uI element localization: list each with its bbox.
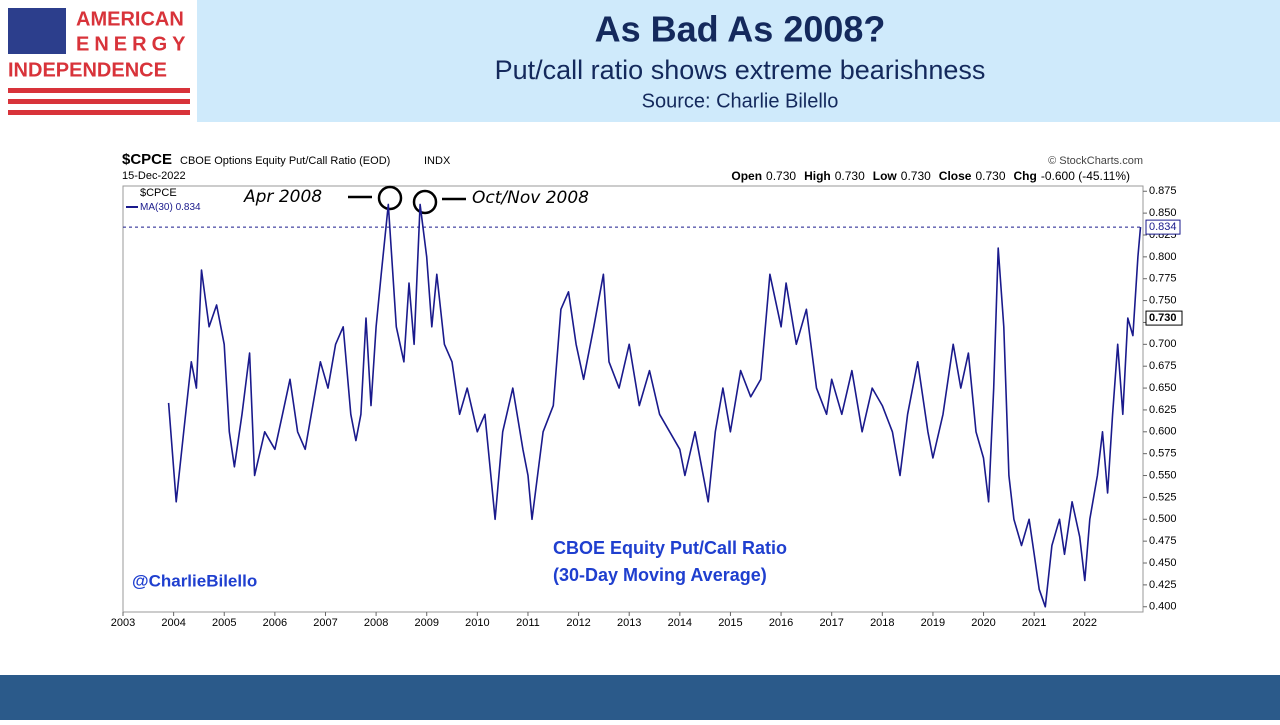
x-tick-label: 2003	[111, 617, 135, 629]
x-tick-label: 2018	[870, 617, 894, 629]
close-label: 0.730	[1149, 312, 1177, 324]
y-tick-label: 0.675	[1149, 360, 1177, 372]
credit: © StockCharts.com	[1048, 155, 1143, 167]
x-tick-label: 2006	[263, 617, 287, 629]
slide-subtitle: Put/call ratio shows extreme bearishness	[495, 55, 986, 85]
slide-source: Source: Charlie Bilello	[642, 90, 839, 112]
y-tick-label: 0.450	[1149, 557, 1177, 569]
footer-band	[0, 675, 1280, 720]
last-value-box	[1145, 219, 1181, 235]
x-tick-label: 2013	[617, 617, 641, 629]
stripe	[8, 88, 190, 93]
quote-value: -0.600 (-45.11%)	[1041, 169, 1130, 183]
x-tick-label: 2020	[971, 617, 995, 629]
legend-symbol: $CPCE	[140, 187, 177, 199]
annotation: (30-Day Moving Average)	[553, 565, 767, 585]
logo-text: AMERICAN	[76, 8, 184, 30]
x-tick-label: 2012	[566, 617, 590, 629]
legend-label: MA(30) 0.834	[140, 202, 201, 213]
stripe	[8, 99, 190, 104]
stripe	[8, 110, 190, 115]
logo: AMERICAN ENERGY INDEPENDENCE	[8, 8, 190, 115]
quote-label: High	[804, 169, 831, 183]
quote-label: Close	[939, 169, 972, 183]
y-tick-label: 0.550	[1149, 469, 1177, 481]
legend-name: MA(30)	[140, 202, 173, 213]
quote-value: 0.730	[835, 169, 865, 183]
y-tick-label: 0.875	[1149, 185, 1177, 197]
y-tick-label: 0.650	[1149, 382, 1177, 394]
chart-title: $CPCE	[122, 151, 172, 168]
x-tick-label: 2010	[465, 617, 489, 629]
y-tick-label: 0.775	[1149, 273, 1177, 285]
y-tick-label: 0.800	[1149, 251, 1177, 263]
y-tick-label: 0.500	[1149, 513, 1177, 525]
chart-subtitle: CBOE Options Equity Put/Call Ratio (EOD)	[180, 155, 390, 167]
y-tick-label: 0.625	[1149, 404, 1177, 416]
x-tick-label: 2016	[769, 617, 793, 629]
y-tick-label: 0.475	[1149, 535, 1177, 547]
close-box	[1145, 310, 1183, 326]
annotation: @CharlieBilello	[132, 571, 257, 590]
x-tick-label: 2007	[313, 617, 337, 629]
exchange: INDX	[424, 155, 451, 167]
quote-value: 0.730	[901, 169, 931, 183]
x-tick-label: 2011	[516, 617, 540, 629]
x-tick-label: 2022	[1073, 617, 1097, 629]
x-tick-label: 2015	[718, 617, 742, 629]
annotation: Apr 2008	[243, 187, 322, 207]
chart-date: 15-Dec-2022	[122, 170, 186, 182]
x-tick-label: 2005	[212, 617, 236, 629]
annotation-circle	[377, 185, 403, 211]
quote: Open 0.730 High 0.730 Low 0.730 Close 0.730 Chg -…	[731, 169, 1130, 183]
y-tick-label: 0.850	[1149, 207, 1177, 219]
logo-text: INDEPENDENCE	[8, 59, 167, 81]
header-band	[197, 0, 1280, 122]
y-tick-label: 0.425	[1149, 579, 1177, 591]
flag-field	[8, 8, 66, 54]
x-tick-label: 2014	[668, 617, 692, 629]
y-tick-label: 0.575	[1149, 448, 1177, 460]
slide-title: As Bad As 2008?	[595, 9, 886, 50]
quote-value: 0.730	[766, 169, 796, 183]
annotation: CBOE Equity Put/Call Ratio	[553, 538, 787, 558]
annotation-circle	[412, 189, 438, 215]
y-tick-label: 0.600	[1149, 426, 1177, 438]
quote-label: Chg	[1014, 169, 1037, 183]
y-tick-label: 0.700	[1149, 338, 1177, 350]
legend-value: 0.834	[176, 202, 201, 213]
y-tick-label: 0.525	[1149, 491, 1177, 503]
series-line	[167, 203, 1142, 608]
last-value-label: 0.834	[1149, 221, 1177, 233]
annotation: Oct/Nov 2008	[472, 188, 589, 208]
x-tick-label: 2021	[1022, 617, 1046, 629]
x-tick-label: 2019	[921, 617, 945, 629]
quote-label: Low	[873, 169, 898, 183]
x-tick-label: 2004	[161, 617, 185, 629]
x-tick-label: 2017	[819, 617, 843, 629]
x-tick-label: 2009	[414, 617, 438, 629]
x-tick-label: 2008	[364, 617, 388, 629]
y-tick-label: 0.750	[1149, 294, 1177, 306]
quote-value: 0.730	[975, 169, 1005, 183]
y-tick-label: 0.400	[1149, 601, 1177, 613]
quote-label: Open	[731, 169, 762, 183]
logo-text: ENERGY	[76, 33, 190, 55]
